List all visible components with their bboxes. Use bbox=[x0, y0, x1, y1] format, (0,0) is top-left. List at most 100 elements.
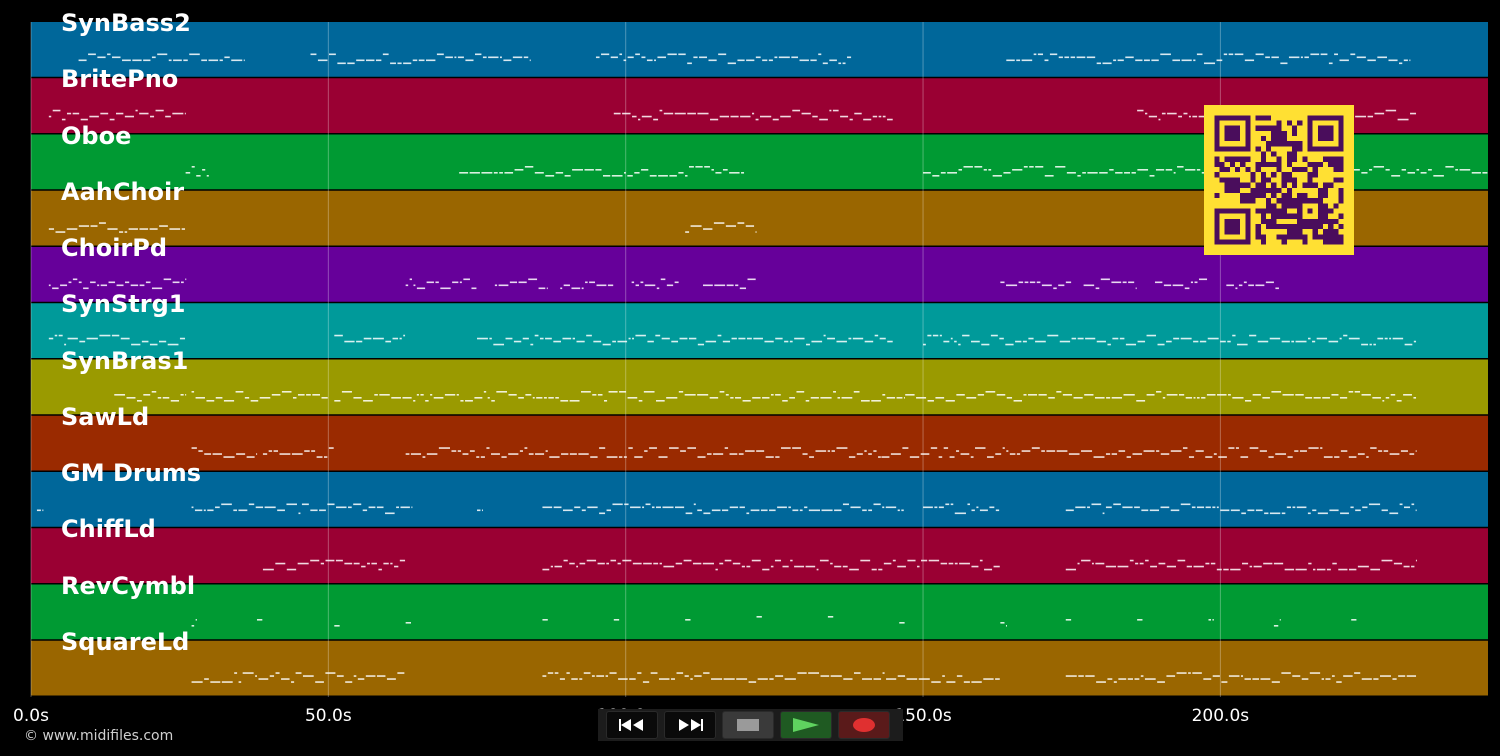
play-button[interactable] bbox=[780, 711, 832, 739]
note bbox=[42, 509, 44, 512]
note bbox=[719, 115, 730, 118]
stop-icon bbox=[737, 719, 759, 731]
note bbox=[1038, 394, 1047, 396]
note bbox=[1059, 340, 1071, 343]
note bbox=[819, 118, 828, 121]
note bbox=[159, 225, 168, 227]
rewind-button[interactable] bbox=[606, 711, 658, 739]
note bbox=[770, 565, 774, 568]
note bbox=[1105, 506, 1112, 509]
note bbox=[1077, 175, 1081, 177]
note bbox=[719, 391, 725, 393]
note bbox=[1279, 619, 1281, 621]
note bbox=[660, 278, 666, 281]
note bbox=[750, 509, 760, 512]
note bbox=[1404, 343, 1413, 346]
note bbox=[1350, 506, 1354, 509]
note bbox=[1328, 62, 1333, 65]
note bbox=[402, 397, 412, 399]
note bbox=[983, 678, 994, 680]
note bbox=[1317, 512, 1328, 515]
note bbox=[221, 681, 233, 683]
note bbox=[602, 175, 611, 177]
note bbox=[697, 509, 702, 512]
note bbox=[956, 394, 965, 396]
track-lane bbox=[31, 22, 1488, 77]
note bbox=[215, 506, 220, 509]
note bbox=[356, 59, 365, 62]
note bbox=[916, 397, 927, 399]
note bbox=[1351, 619, 1357, 621]
note bbox=[597, 562, 605, 565]
note bbox=[1023, 394, 1027, 396]
note bbox=[1300, 56, 1303, 59]
note bbox=[1073, 397, 1083, 399]
note bbox=[543, 397, 547, 399]
note bbox=[618, 678, 628, 680]
note bbox=[191, 681, 203, 683]
note bbox=[126, 397, 136, 399]
note bbox=[873, 450, 877, 452]
note bbox=[1006, 397, 1013, 399]
note bbox=[1269, 337, 1281, 340]
note bbox=[979, 509, 988, 512]
note bbox=[1374, 112, 1385, 115]
note bbox=[995, 678, 1000, 680]
note bbox=[656, 506, 661, 509]
note bbox=[1113, 59, 1117, 62]
note bbox=[1077, 337, 1084, 340]
note bbox=[1380, 675, 1391, 677]
note bbox=[1259, 450, 1267, 452]
note bbox=[592, 394, 597, 396]
note bbox=[1385, 397, 1390, 399]
note bbox=[494, 284, 498, 287]
note bbox=[874, 334, 879, 337]
note bbox=[151, 391, 157, 393]
note bbox=[546, 287, 548, 290]
note bbox=[1203, 62, 1216, 65]
note bbox=[1312, 509, 1317, 512]
note bbox=[1005, 625, 1007, 627]
note bbox=[530, 343, 534, 346]
stop-button[interactable] bbox=[722, 711, 774, 739]
note bbox=[203, 509, 206, 512]
note bbox=[764, 340, 774, 343]
note bbox=[379, 394, 390, 396]
note bbox=[1362, 506, 1368, 509]
note bbox=[206, 175, 209, 177]
note bbox=[1373, 343, 1376, 346]
note bbox=[324, 456, 328, 458]
note bbox=[255, 506, 264, 509]
note bbox=[583, 672, 591, 674]
note bbox=[617, 340, 628, 343]
note bbox=[376, 675, 386, 677]
note bbox=[238, 509, 248, 512]
note bbox=[1291, 340, 1295, 343]
note bbox=[275, 562, 286, 565]
note bbox=[974, 166, 983, 168]
note bbox=[512, 56, 523, 59]
note bbox=[1081, 559, 1091, 562]
note bbox=[729, 172, 740, 174]
note bbox=[979, 559, 983, 562]
note bbox=[486, 447, 490, 449]
note bbox=[353, 562, 360, 565]
note bbox=[815, 450, 827, 452]
note bbox=[207, 509, 214, 512]
note bbox=[1307, 337, 1311, 340]
note bbox=[386, 678, 396, 680]
note bbox=[172, 112, 184, 115]
note bbox=[1143, 59, 1150, 62]
note bbox=[942, 675, 945, 677]
record-button[interactable] bbox=[838, 711, 890, 739]
note bbox=[1235, 287, 1238, 290]
note bbox=[435, 281, 439, 284]
note bbox=[1160, 506, 1170, 509]
note bbox=[1328, 340, 1339, 343]
note bbox=[768, 59, 773, 62]
note bbox=[711, 678, 723, 680]
note bbox=[327, 503, 335, 506]
note bbox=[183, 59, 188, 62]
note bbox=[1177, 166, 1184, 168]
fast-forward-button[interactable] bbox=[664, 711, 716, 739]
